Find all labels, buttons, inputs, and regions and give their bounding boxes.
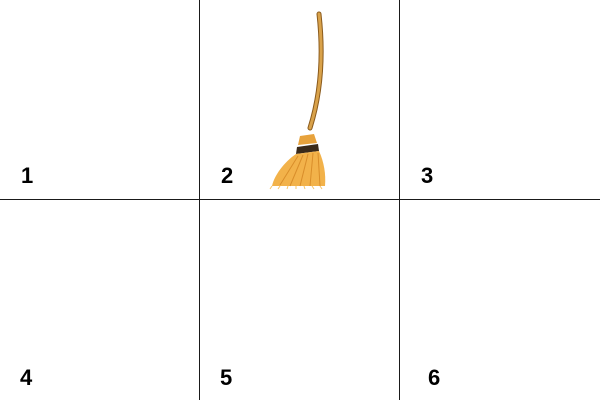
- grid-divider-vertical-1: [199, 0, 200, 400]
- grid-divider-horizontal: [0, 199, 600, 200]
- grid-divider-vertical-2: [399, 0, 400, 400]
- cell-number-2: 2: [221, 163, 234, 188]
- grid-cell-1[interactable]: 1: [0, 0, 199, 199]
- cell-number-3: 3: [421, 163, 434, 188]
- broom-icon: [269, 11, 326, 190]
- grid-cell-6[interactable]: 6: [400, 200, 600, 400]
- cell-number-1: 1: [21, 163, 34, 188]
- cell-number-4: 4: [20, 365, 33, 390]
- grid-cell-3[interactable]: 3: [400, 0, 600, 199]
- grid-cell-4[interactable]: 4: [0, 200, 199, 400]
- cell-number-6: 6: [428, 365, 441, 390]
- cell-number-5: 5: [220, 365, 233, 390]
- grid-cell-5[interactable]: 5: [200, 200, 399, 400]
- grid-cell-2[interactable]: 2: [200, 0, 399, 199]
